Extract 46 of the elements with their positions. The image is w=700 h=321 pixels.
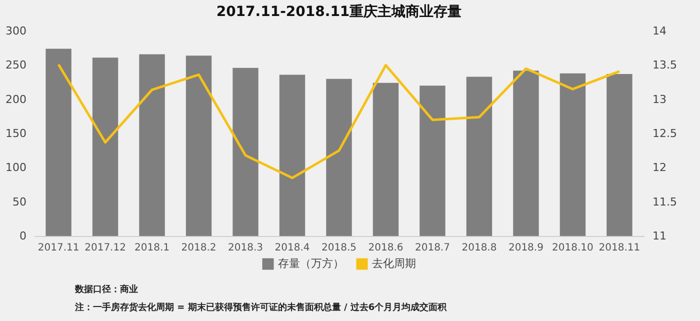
x-tick-label: 2018.11 (598, 242, 640, 254)
bar (420, 86, 446, 236)
y2-tick-label: 14 (652, 24, 666, 38)
x-tick-label: 2018.3 (228, 242, 264, 254)
y2-tick-label: 11.5 (652, 195, 677, 208)
x-tick-label: 2018.6 (368, 242, 404, 254)
x-tick-label: 2017.12 (84, 242, 126, 254)
y-tick-label: 150 (6, 127, 26, 140)
x-tick-label: 2018.2 (181, 242, 216, 254)
bar (46, 48, 72, 236)
bar (92, 58, 118, 236)
bar (372, 82, 399, 236)
text: 注：一手房存货去化周期 = 期末已获得预售许可证的未售面积总量 / 过去6个月月均成交面积 (75, 301, 447, 314)
x-tick-label: 2018.4 (274, 242, 310, 254)
y2-tick-label: 11 (652, 230, 666, 242)
y-tick-label: 100 (6, 161, 26, 174)
x-tick-label: 2018.10 (552, 242, 594, 254)
y-tick-label: 50 (12, 195, 26, 208)
bar (279, 74, 306, 236)
bar (606, 74, 632, 236)
x-tick-label: 2018.9 (508, 242, 544, 254)
bar (186, 56, 212, 236)
bar (513, 70, 539, 236)
y-tick-label: 200 (6, 92, 26, 106)
bar (326, 78, 352, 236)
y2-tick-label: 12.5 (652, 127, 677, 140)
y2-tick-label: 12 (652, 161, 666, 174)
chart-title: 2017.11-2018.11重庆主城商业存量 (216, 3, 462, 20)
y-tick-label: 300 (6, 24, 26, 38)
x-tick-label: 2018.1 (134, 242, 170, 254)
x-tick-label: 2018.5 (322, 242, 356, 254)
y-tick-label: 0 (20, 230, 26, 242)
text: 数据口径：商业 (75, 283, 139, 296)
bar (232, 68, 258, 236)
y-tick-label: 250 (6, 58, 26, 72)
y2-tick-label: 13.5 (652, 58, 677, 72)
legend-label: 存量（万方） (278, 257, 344, 270)
bar (466, 76, 492, 236)
bar (139, 54, 165, 236)
x-tick-label: 2018.8 (462, 242, 497, 254)
bar (560, 73, 586, 236)
x-tick-label: 2017.11 (38, 242, 80, 254)
x-tick-label: 2018.7 (414, 242, 450, 254)
line-series (57, 63, 621, 180)
legend-label: 去化周期 (372, 257, 416, 270)
y2-tick-label: 13 (652, 92, 666, 106)
